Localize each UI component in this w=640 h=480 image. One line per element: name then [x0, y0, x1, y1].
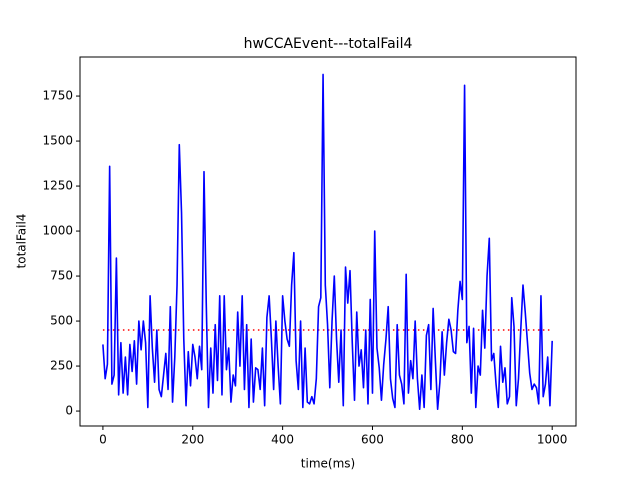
- x-tick-label: 1000: [537, 433, 568, 447]
- x-tick-label: 600: [361, 433, 384, 447]
- y-tick-label: 250: [50, 359, 73, 373]
- y-tick-label: 750: [50, 269, 73, 283]
- y-tick-label: 1000: [42, 224, 73, 238]
- x-tick-label: 800: [451, 433, 474, 447]
- x-tick-label: 400: [271, 433, 294, 447]
- y-tick-label: 1750: [42, 89, 73, 103]
- y-tick-label: 0: [65, 404, 73, 418]
- x-axis-label: time(ms): [301, 457, 355, 471]
- chart-title: hwCCAEvent---totalFail4: [244, 36, 413, 52]
- x-tick-label: 200: [181, 433, 204, 447]
- data-line: [102, 73, 553, 411]
- y-axis-label: totalFail4: [15, 214, 29, 269]
- x-tick-label: 0: [99, 433, 107, 447]
- axes-frame: [79, 56, 577, 427]
- y-tick-label: 500: [50, 314, 73, 328]
- y-tick-label: 1500: [42, 134, 73, 148]
- y-tick-label: 1250: [42, 179, 73, 193]
